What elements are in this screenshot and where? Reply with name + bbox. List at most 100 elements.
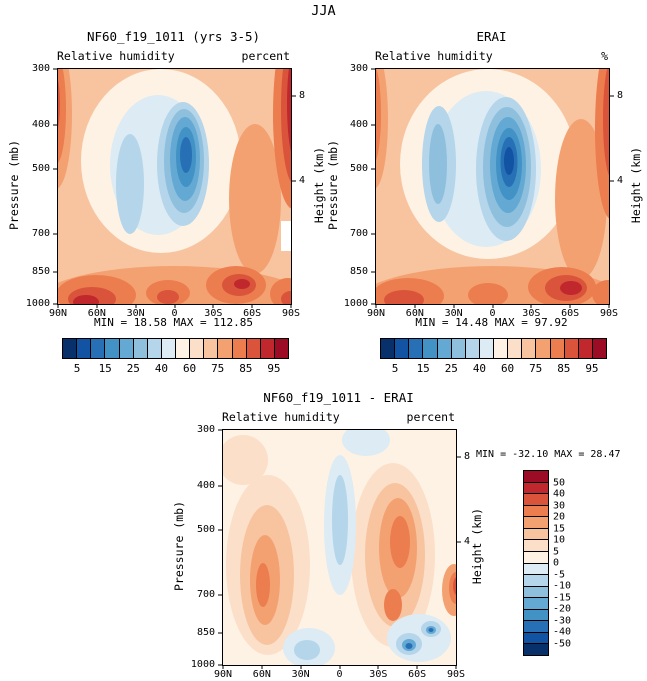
colorbar-cell	[524, 586, 548, 599]
height-tick-label: 8	[617, 90, 624, 102]
x-tick-mark	[261, 665, 263, 669]
pressure-tick-mark	[371, 303, 376, 305]
height-tick-label: 4	[299, 175, 306, 187]
colorbar-tick-label: 95	[585, 362, 599, 375]
colorbar-cell	[524, 482, 548, 495]
colorbar-tick-label: 5	[553, 546, 560, 557]
x-tick-label: 90N	[366, 308, 386, 319]
height-tick-label: 8	[464, 451, 471, 463]
colorbar-cell	[176, 339, 191, 358]
subhead-erai: Relative humidity %	[375, 49, 608, 63]
x-tick-mark	[57, 304, 59, 308]
pressure-axis-label-erai: Pressure (mb)	[326, 139, 340, 231]
colorbar-tick-label: 0	[553, 557, 560, 569]
subhead-model: Relative humidity percent	[57, 49, 290, 63]
pressure-tick-label: 700	[196, 589, 215, 601]
x-tick-mark	[96, 304, 98, 308]
units-label-diff: percent	[406, 410, 455, 424]
height-tick-label: 4	[617, 175, 624, 187]
colorbar-tick-label: 5	[73, 362, 81, 375]
x-tick-mark	[290, 304, 292, 308]
x-tick-mark	[377, 665, 379, 669]
colorbar-cell	[190, 339, 205, 358]
subhead-diff: Relative humidity percent	[222, 410, 455, 424]
colorbar-cell	[508, 339, 523, 358]
height-tick-mark	[456, 456, 461, 458]
colorbar-cell	[524, 517, 548, 529]
colorbar-cell	[465, 339, 480, 358]
x-tick-mark	[135, 304, 137, 308]
colorbar-tick-label: 75	[211, 362, 225, 375]
colorbar-tick-label: 40	[154, 362, 169, 375]
x-tick-label: 90S	[599, 308, 619, 319]
x-tick-mark	[453, 304, 455, 308]
pressure-tick-mark	[53, 233, 58, 235]
panel-title-diff: NF60_f19_1011 - ERAI	[263, 390, 414, 405]
pressure-tick-label: 700	[31, 228, 50, 240]
x-tick-mark	[222, 665, 224, 669]
pressure-tick-mark	[53, 168, 58, 170]
colorbar-cell	[536, 339, 551, 358]
x-tick-label: 90N	[48, 308, 68, 319]
colorbar-cell	[395, 339, 410, 358]
colorbar-tick-label: 25	[444, 362, 458, 375]
height-tick-mark	[291, 180, 296, 182]
x-tick-label: 30S	[204, 308, 223, 319]
pressure-tick-label: 850	[349, 266, 368, 278]
variable-label-erai: Relative humidity	[375, 49, 493, 63]
stats-diff: MIN = -32.10 MAX = 28.47	[476, 449, 621, 460]
units-label-erai: %	[601, 49, 608, 63]
colorbar-tick-label: -20	[553, 603, 572, 615]
colorbar-cell	[437, 339, 452, 358]
x-tick-mark	[416, 665, 418, 669]
x-tick-label: 60N	[405, 308, 424, 319]
colorbar-diff: 50 40 30 20 15 10 5 0 -5 -10 -15 -20 -30 -40 -50	[523, 470, 571, 656]
pressure-tick-label: 400	[349, 119, 368, 131]
colorbar-cell	[232, 339, 247, 358]
pressure-tick-mark	[53, 303, 58, 305]
height-tick-label: 8	[299, 90, 306, 102]
variable-label-model: Relative humidity	[57, 49, 175, 63]
pressure-tick-label: 300	[196, 424, 215, 435]
colorbar-cell	[77, 339, 92, 358]
pressure-tick-label: 700	[349, 228, 368, 240]
units-label-model: percent	[241, 49, 290, 63]
x-tick-label: 60N	[87, 308, 106, 319]
colorbar-cell	[260, 339, 275, 358]
x-tick-label: 60S	[243, 308, 262, 319]
pressure-tick-label: 500	[31, 162, 50, 174]
x-tick-label: 30N	[126, 308, 145, 319]
colorbar-tick-label: -30	[553, 615, 572, 626]
colorbar-tick-label: 50	[553, 477, 566, 488]
pressure-tick-mark	[53, 68, 58, 70]
colorbar-cell	[592, 339, 606, 358]
variable-label-diff: Relative humidity	[222, 410, 340, 424]
pressure-tick-label: 300	[31, 63, 50, 74]
x-tick-mark	[251, 304, 253, 308]
colorbar-tick-label: 20	[553, 511, 566, 523]
colorbar-cell	[119, 339, 134, 358]
x-tick-label: 30N	[291, 669, 310, 680]
colorbar-cell	[246, 339, 261, 358]
pressure-tick-label: 1000	[25, 298, 50, 309]
x-tick-label: 30S	[522, 308, 541, 319]
figure-title: JJA	[311, 3, 336, 19]
x-tick-mark	[492, 304, 493, 308]
colorbar-tick-label: -5	[553, 569, 566, 580]
contour-field-erai	[376, 69, 609, 304]
pressure-tick-label: 400	[31, 119, 50, 131]
colorbar-erai: 5 15 25 40 60 75 85 95	[380, 338, 607, 375]
pressure-tick-label: 1000	[343, 298, 368, 309]
plot-area-erai: 90N 60N 30N 0 30S 60S 90S 300 400 500 700 850 1000 8 4	[344, 64, 623, 319]
plot-area-diff: 90N 60N 30N 0 30S 60S 90S 300 400 500 700 850 1000 8 4	[191, 425, 470, 680]
pressure-tick-mark	[371, 271, 376, 273]
colorbar-cell	[524, 540, 548, 552]
colorbar-tick-label: 30	[553, 500, 566, 511]
colorbar-cell	[451, 339, 466, 358]
colorbar-tick-label: 15	[553, 523, 566, 534]
colorbar-cell	[204, 339, 219, 358]
height-tick-label: 4	[464, 536, 471, 548]
colorbar-cell	[524, 528, 548, 541]
panel-title-erai: ERAI	[476, 29, 507, 44]
